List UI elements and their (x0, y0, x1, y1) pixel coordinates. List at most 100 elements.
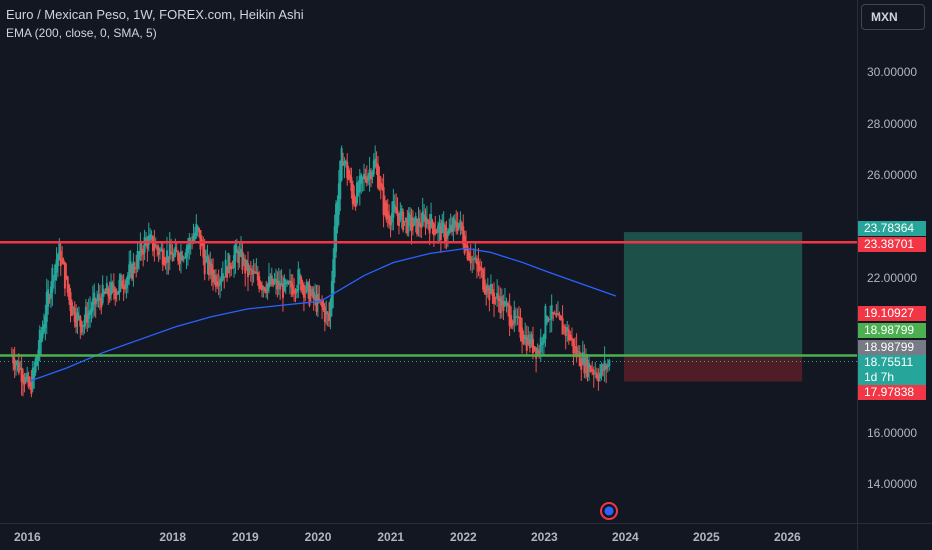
candle-body (350, 177, 353, 191)
candle-body (242, 258, 245, 261)
candle-body (178, 256, 181, 264)
candle-body (161, 249, 164, 265)
candle-body (513, 310, 516, 324)
candle-body (133, 267, 136, 269)
candle-body (252, 271, 255, 273)
candle-body (89, 310, 92, 316)
candle-body (269, 281, 272, 285)
candle-body (311, 288, 314, 296)
candle-body (369, 173, 372, 180)
candle-body (383, 200, 386, 206)
candle-body (553, 313, 556, 315)
candle-body (424, 216, 427, 228)
candle-body (61, 258, 64, 262)
candle-body (210, 264, 213, 275)
candle-body (65, 275, 68, 279)
candle-body (128, 264, 131, 280)
candle-body (132, 261, 135, 273)
candle-body (297, 269, 300, 291)
candle-body (425, 218, 428, 222)
candle-body (86, 314, 89, 323)
candle-body (397, 213, 400, 227)
candle-body (354, 199, 357, 207)
candle-body (151, 236, 154, 252)
candle-body (260, 285, 263, 291)
candle-body (22, 374, 25, 383)
candle-body (347, 170, 350, 180)
candle-body (456, 224, 459, 232)
candle-body (181, 255, 184, 261)
candle-body (560, 315, 563, 321)
candle-body (117, 291, 120, 295)
candle-body (182, 257, 185, 259)
candle-body (603, 360, 606, 371)
candle-body (578, 351, 581, 367)
candle-body (168, 243, 171, 260)
candle-body (193, 232, 196, 240)
candle-body (122, 284, 125, 289)
candle-body (41, 326, 44, 338)
candle-body (110, 282, 113, 296)
candle-body (150, 235, 153, 238)
candle-body (445, 233, 448, 240)
year-tick-label: 2026 (774, 530, 801, 544)
candle-body (558, 314, 561, 318)
candle-body (465, 244, 468, 247)
candle-body (458, 222, 461, 228)
candle-body (542, 334, 545, 344)
candle-body (494, 298, 497, 300)
candle-body (17, 362, 20, 373)
candle-body (154, 245, 157, 247)
candle-body (233, 255, 236, 268)
candle-body (79, 316, 82, 327)
candle-body (23, 378, 26, 385)
candle-body (300, 276, 303, 291)
candle-body (346, 161, 349, 179)
last-price-badge: 18.75511 1d 7h (858, 355, 926, 385)
candle-body (496, 292, 499, 299)
target-zone (623, 232, 803, 356)
candle-body (82, 325, 85, 327)
candle-body (489, 283, 492, 294)
currency-button[interactable]: MXN (861, 4, 925, 30)
candle-body (160, 248, 163, 251)
candle-body (378, 176, 381, 190)
candle-body (606, 364, 609, 368)
ema-indicator-label[interactable]: EMA (200, close, 0, SMA, 5) (6, 26, 157, 40)
candle-body (147, 235, 150, 245)
candle-body (451, 227, 454, 232)
candle-body (241, 251, 244, 270)
candle-body (308, 284, 311, 306)
candle-body (16, 360, 19, 365)
events-marker-dot (604, 506, 614, 516)
candle-body (87, 311, 90, 319)
candle-body (602, 369, 605, 371)
candle-body (333, 226, 336, 278)
candle-body (404, 217, 407, 222)
candle-body (315, 295, 318, 312)
candle-body (206, 256, 209, 262)
candle-body (158, 249, 161, 252)
candle-body (444, 225, 447, 242)
candle-body (452, 218, 455, 230)
candle-body (227, 252, 230, 274)
target-price-badge: 23.78364 (858, 221, 926, 236)
entry-price-badge: 18.98799 (858, 323, 926, 338)
candle-body (93, 292, 96, 305)
candle-body (118, 279, 121, 293)
candle-body (448, 228, 451, 234)
candle-body (203, 250, 206, 275)
resistance-price-badge: 23.38701 (858, 237, 926, 252)
candle-body (83, 319, 86, 327)
price-tick-label: 28.00000 (867, 116, 918, 131)
candle-body (538, 350, 541, 355)
candle-body (356, 182, 359, 204)
candle-body (66, 276, 69, 293)
candle-body (332, 259, 335, 295)
candle-body (135, 268, 138, 270)
candle-body (237, 250, 240, 263)
candle-body (103, 291, 106, 294)
candle-body (307, 282, 310, 287)
candle-body (502, 300, 505, 311)
